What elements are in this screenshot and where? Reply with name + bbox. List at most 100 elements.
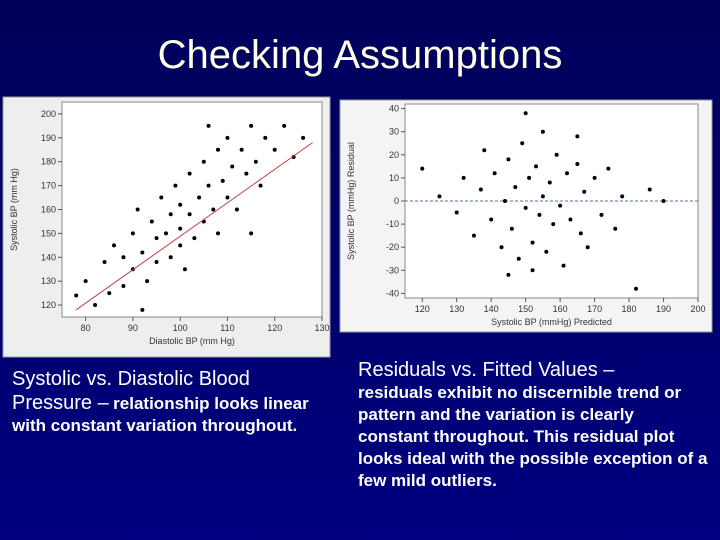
y-tick-label: 30 xyxy=(389,127,399,137)
x-tick-label: 90 xyxy=(128,323,138,333)
point xyxy=(554,152,559,157)
point xyxy=(661,199,666,203)
point xyxy=(135,207,140,212)
x-tick-label: 150 xyxy=(518,304,533,314)
point xyxy=(482,148,487,153)
point xyxy=(159,195,164,200)
point xyxy=(516,256,521,261)
y-tick-label: -10 xyxy=(386,219,399,229)
point xyxy=(239,147,244,152)
point xyxy=(178,226,183,231)
x-tick-label: 80 xyxy=(81,323,91,333)
point xyxy=(187,212,192,217)
x-tick-label: 160 xyxy=(553,304,568,314)
x-tick-label: 100 xyxy=(173,323,188,333)
point xyxy=(547,180,552,185)
fit-line xyxy=(75,142,313,311)
point xyxy=(454,210,459,215)
x-tick-label: 120 xyxy=(415,304,430,314)
point xyxy=(561,263,566,268)
point xyxy=(575,134,580,139)
point xyxy=(154,260,159,265)
y-tick-label: 20 xyxy=(389,150,399,160)
x-tick-label: 140 xyxy=(484,304,499,314)
point xyxy=(530,268,535,273)
point xyxy=(523,205,528,210)
x-tick-label: 130 xyxy=(449,304,464,314)
point xyxy=(461,175,466,180)
point xyxy=(613,226,618,231)
point xyxy=(540,129,545,134)
point xyxy=(502,199,507,203)
point xyxy=(575,162,580,167)
y-tick-label: -40 xyxy=(386,288,399,298)
x-tick-label: 120 xyxy=(267,323,282,333)
point xyxy=(178,243,183,248)
point xyxy=(489,217,494,222)
y-axis-label: Systolic BP (mm Hg) xyxy=(9,168,19,251)
x-tick-label: 170 xyxy=(587,304,602,314)
point xyxy=(230,164,235,169)
x-axis-label: Diastolic BP (mm Hg) xyxy=(149,336,235,346)
point xyxy=(437,194,442,199)
point xyxy=(206,123,211,128)
point xyxy=(540,194,545,199)
y-tick-label: 190 xyxy=(41,133,56,143)
y-tick-label: 200 xyxy=(41,109,56,119)
caption: Systolic vs. Diastolic Blood Pressure – … xyxy=(12,367,332,437)
point xyxy=(178,202,183,207)
point xyxy=(551,222,556,227)
point xyxy=(211,207,216,212)
y-tick-label: 160 xyxy=(41,205,56,215)
point xyxy=(578,231,583,236)
point xyxy=(182,267,187,272)
point xyxy=(527,175,532,180)
y-tick-label: 120 xyxy=(41,300,56,310)
point xyxy=(216,231,220,236)
y-tick-label: 180 xyxy=(41,157,56,167)
point xyxy=(523,111,528,116)
point xyxy=(249,123,254,128)
point xyxy=(499,245,504,250)
point xyxy=(530,240,535,245)
point xyxy=(234,207,239,212)
point xyxy=(582,189,587,194)
point xyxy=(225,195,230,200)
point xyxy=(533,164,538,169)
caption-detail: relationship looks linear with constant … xyxy=(12,394,309,435)
point xyxy=(506,157,511,162)
point xyxy=(187,171,192,176)
point xyxy=(492,171,497,176)
x-tick-label: 130 xyxy=(314,323,329,333)
point xyxy=(130,231,135,236)
point xyxy=(168,212,173,217)
point xyxy=(420,166,425,171)
point xyxy=(168,255,173,260)
point xyxy=(93,303,98,308)
point xyxy=(112,243,116,248)
point xyxy=(102,260,107,265)
point xyxy=(225,135,230,140)
point xyxy=(74,293,79,298)
point xyxy=(83,279,88,284)
point xyxy=(282,123,287,128)
point xyxy=(258,183,263,188)
point xyxy=(164,231,168,236)
point xyxy=(140,307,145,312)
point xyxy=(149,219,154,224)
point xyxy=(506,272,511,277)
slide-title: Checking Assumptions xyxy=(158,33,563,77)
x-tick-label: 180 xyxy=(622,304,637,314)
y-tick-label: 0 xyxy=(394,196,399,206)
point xyxy=(121,255,126,260)
point xyxy=(301,135,306,140)
point xyxy=(568,217,573,222)
point xyxy=(107,291,112,296)
point xyxy=(140,250,145,255)
caption-lead: Residuals vs. Fitted Values – xyxy=(358,359,615,381)
y-axis-label: Systolic BP (mmHg) Residual xyxy=(346,142,356,260)
caption: Residuals vs. Fitted Values – residuals … xyxy=(358,358,708,492)
point xyxy=(592,175,597,180)
